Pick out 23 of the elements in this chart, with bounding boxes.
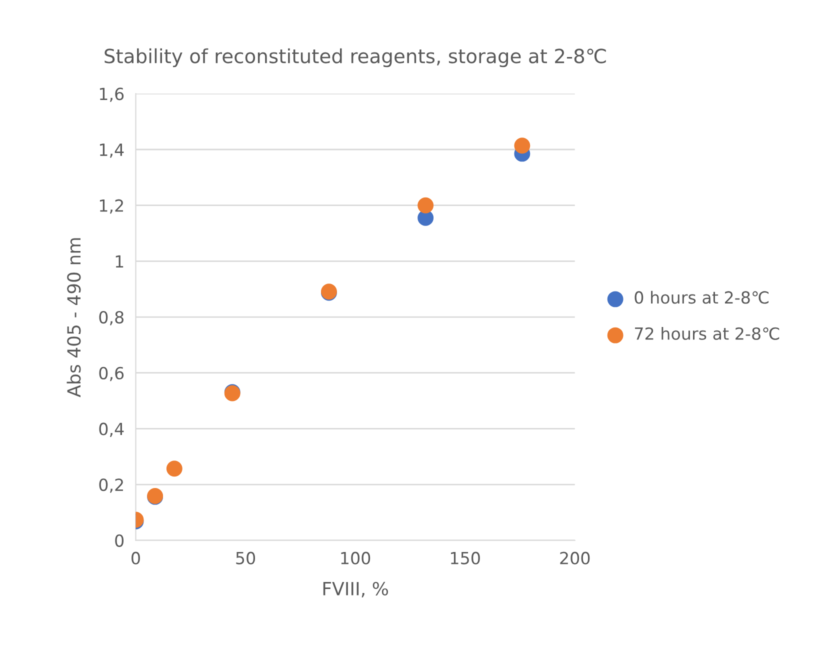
y-tick-label: 1,6 bbox=[100, 88, 124, 102]
y-tick-label: 0,2 bbox=[99, 478, 123, 493]
legend-label: 0 hours at 2-8℃ bbox=[634, 290, 769, 304]
y-tick-label: 0 bbox=[115, 534, 124, 547]
legend-label: 72 hours at 2-8℃ bbox=[635, 327, 780, 340]
x-tick-label: 100 bbox=[341, 552, 370, 564]
y-tick-label: 0,6 bbox=[99, 366, 124, 382]
y-tick-label: 1,4 bbox=[100, 144, 124, 158]
point bbox=[418, 197, 434, 214]
y-tick-label: 0,8 bbox=[99, 310, 124, 326]
point bbox=[514, 138, 530, 154]
point bbox=[166, 460, 182, 477]
chart-title: Stability of reconstituted reagents, storage at 2-8℃ bbox=[104, 48, 606, 68]
y-tick-label: 0,4 bbox=[99, 422, 124, 437]
y-axis-title: Abs 405 - 490 nm bbox=[66, 238, 81, 398]
y-tick-label: 1 bbox=[116, 255, 124, 268]
point bbox=[418, 210, 434, 226]
x-tick-label: 0 bbox=[132, 552, 140, 564]
x-tick-label: 200 bbox=[560, 552, 590, 564]
x-axis-title: FVIII, % bbox=[323, 582, 388, 598]
y-tick-label: 1,2 bbox=[100, 199, 123, 214]
x-tick-label: 50 bbox=[236, 552, 256, 564]
x-tick-label: 150 bbox=[451, 552, 480, 564]
